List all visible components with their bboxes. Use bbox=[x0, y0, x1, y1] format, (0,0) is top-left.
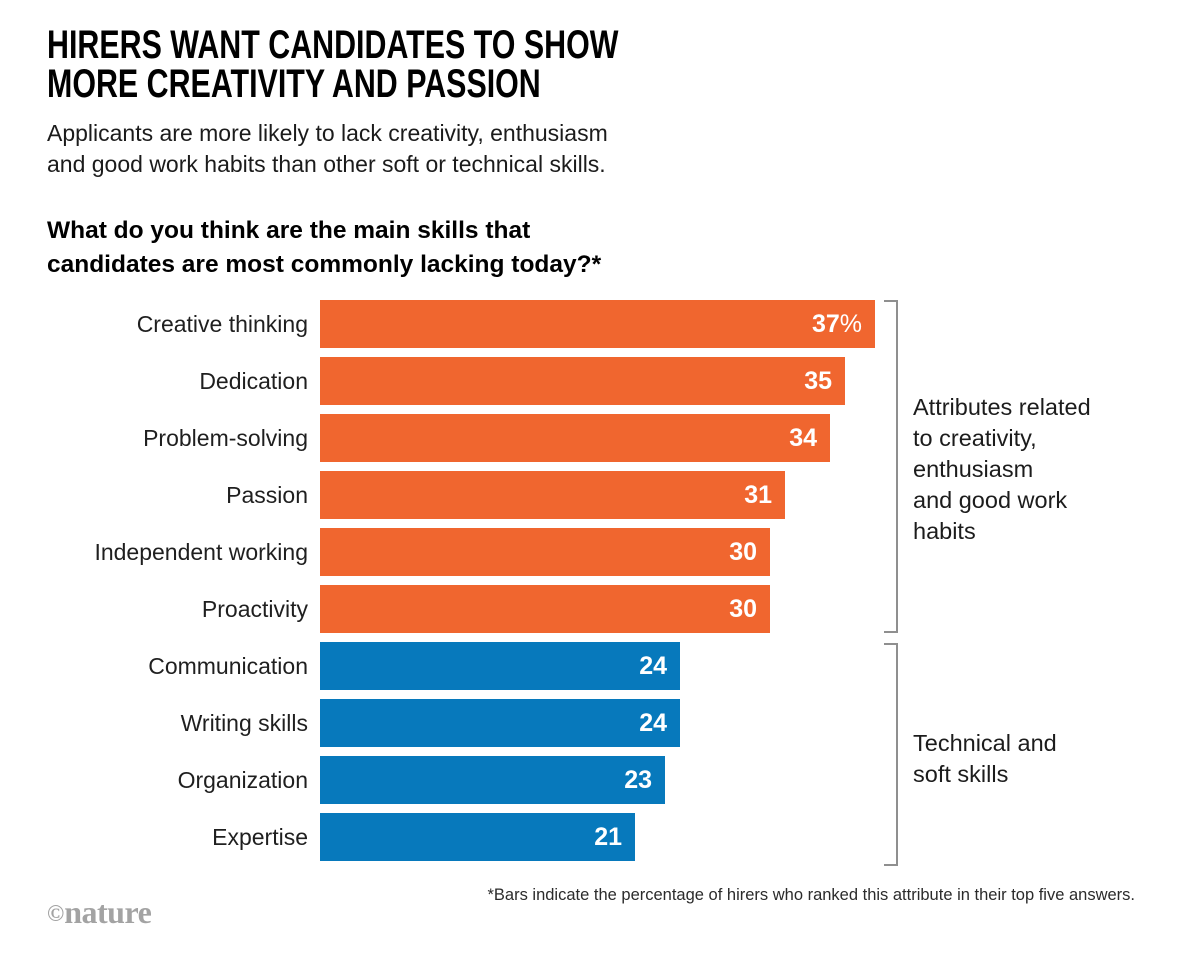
group-annotation-technical: Technical and soft skills bbox=[913, 730, 1057, 787]
title-line-2: MORE CREATIVITY AND PASSION bbox=[47, 62, 541, 106]
bar-row: Creative thinking 37% bbox=[0, 300, 875, 348]
bar-row: Passion 31 bbox=[0, 471, 875, 519]
bar-value: 24 bbox=[639, 708, 667, 737]
bar: 24 bbox=[320, 699, 680, 747]
bar-value: 21 bbox=[594, 822, 622, 851]
bar: 30 bbox=[320, 585, 770, 633]
chart-subtitle: Applicants are more likely to lack creat… bbox=[47, 118, 747, 180]
nature-logo: ©nature bbox=[47, 894, 152, 931]
bar-row: Organization 23 bbox=[0, 756, 875, 804]
question-line-1: What do you think are the main skills th… bbox=[47, 217, 531, 244]
bar-row: Dedication 35 bbox=[0, 357, 875, 405]
bar-value: 31 bbox=[744, 480, 772, 509]
bar: 37% bbox=[320, 300, 875, 348]
bar-value: 37% bbox=[811, 309, 862, 338]
bar-value: 30 bbox=[729, 594, 757, 623]
bar: 31 bbox=[320, 471, 785, 519]
subtitle-line-2: and good work habits than other soft or … bbox=[47, 151, 606, 177]
bar-label: Independent working bbox=[94, 538, 308, 565]
bar: 34 bbox=[320, 414, 830, 462]
bar-value: 35 bbox=[804, 366, 832, 395]
subtitle-line-1: Applicants are more likely to lack creat… bbox=[47, 120, 608, 146]
bar-label: Proactivity bbox=[201, 595, 308, 622]
footnote: *Bars indicate the percentage of hirers … bbox=[487, 886, 1135, 904]
nature-logo-text: nature bbox=[64, 894, 152, 930]
copyright-icon: © bbox=[47, 901, 65, 926]
bar-row: Independent working 30 bbox=[0, 528, 875, 576]
group-bracket-creativity bbox=[884, 300, 898, 633]
bar-label: Writing skills bbox=[180, 709, 308, 736]
chart-title: HIRERS WANT CANDIDATES TO SHOW MORE CREA… bbox=[47, 23, 619, 106]
bar-label: Dedication bbox=[199, 367, 308, 394]
bar-row: Problem-solving 34 bbox=[0, 414, 875, 462]
bar-value: 23 bbox=[624, 765, 652, 794]
bar: 30 bbox=[320, 528, 770, 576]
bar-value: 34 bbox=[789, 423, 817, 452]
bar: 35 bbox=[320, 357, 845, 405]
percent-sign: % bbox=[839, 309, 862, 338]
bar-label: Organization bbox=[177, 766, 308, 793]
group-annotation-creativity: Attributes related to creativity, enthus… bbox=[913, 394, 1091, 544]
bar-value: 30 bbox=[729, 537, 757, 566]
group-bracket-technical bbox=[884, 643, 898, 866]
bar-row: Writing skills 24 bbox=[0, 699, 875, 747]
bar-label: Creative thinking bbox=[136, 310, 308, 337]
bar-chart: Creative thinking 37% Dedication 35 Problem-… bbox=[0, 300, 1179, 875]
bar-label: Passion bbox=[226, 481, 308, 508]
title-line-1: HIRERS WANT CANDIDATES TO SHOW bbox=[47, 23, 619, 67]
bar: 24 bbox=[320, 642, 680, 690]
bar: 21 bbox=[320, 813, 635, 861]
bar-label: Problem-solving bbox=[143, 424, 308, 451]
bar-row: Proactivity 30 bbox=[0, 585, 875, 633]
question-line-2: candidates are most commonly lacking tod… bbox=[47, 251, 602, 278]
bar-rows: Creative thinking 37% Dedication 35 Problem-… bbox=[0, 300, 875, 870]
bar-label: Communication bbox=[148, 652, 308, 679]
survey-question: What do you think are the main skills th… bbox=[47, 214, 747, 282]
bar: 23 bbox=[320, 756, 665, 804]
bar-label: Expertise bbox=[212, 823, 308, 850]
header: HIRERS WANT CANDIDATES TO SHOW MORE CREA… bbox=[47, 23, 747, 282]
bar-row: Expertise 21 bbox=[0, 813, 875, 861]
bar-value: 24 bbox=[639, 651, 667, 680]
bar-row: Communication 24 bbox=[0, 642, 875, 690]
